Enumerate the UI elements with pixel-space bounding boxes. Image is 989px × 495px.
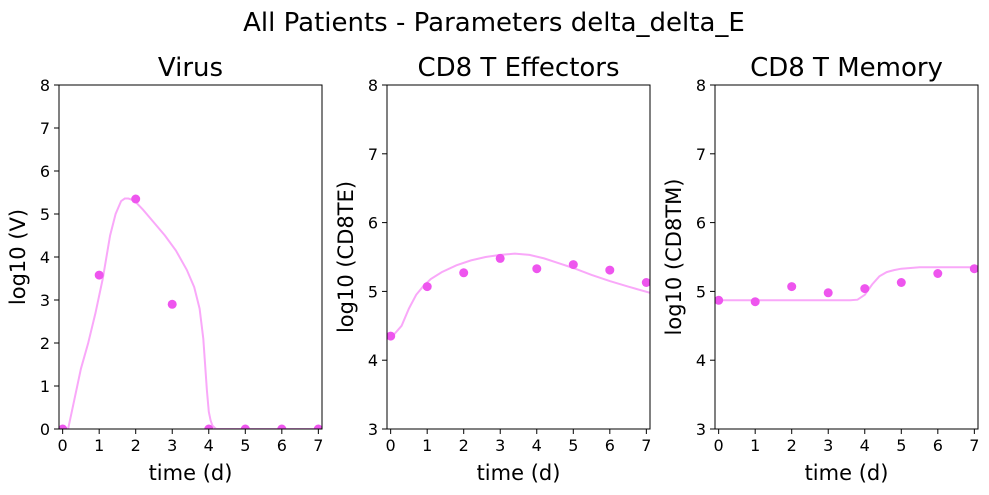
fit-line	[67, 197, 319, 429]
x-tick-label: 2	[459, 436, 469, 455]
y-tick-label: 2	[40, 334, 50, 353]
y-tick-label: 4	[368, 351, 378, 370]
chart-panel-2: 0 1 2 3 4 5 6 7 3 4 5 6 7 8 CD8 T Effectors time (d) log…	[334, 53, 651, 485]
y-tick-label: 1	[40, 377, 50, 396]
panel-title: CD8 T Effectors	[417, 53, 619, 83]
x-tick-label: 0	[386, 436, 396, 455]
fit-line	[715, 266, 978, 302]
fit-line	[387, 252, 650, 338]
x-tick-label: 7	[969, 436, 979, 455]
y-tick-label: 3	[368, 420, 378, 439]
y-tick-label: 6	[696, 214, 706, 233]
data-point	[240, 424, 250, 429]
y-tick-label: 4	[696, 351, 706, 370]
y-tick-label: 6	[40, 162, 50, 181]
x-tick-label: 1	[94, 436, 104, 455]
y-tick-label: 7	[696, 145, 706, 164]
data-point	[969, 264, 978, 274]
data-point	[277, 424, 287, 429]
data-point	[131, 194, 141, 204]
y-tick-label: 7	[368, 145, 378, 164]
data-point	[532, 264, 542, 274]
y-axis-label: log10 (CD8TM)	[662, 179, 686, 336]
y-tick-label: 4	[40, 248, 50, 267]
x-tick-label: 6	[605, 436, 615, 455]
data-point	[59, 424, 68, 429]
x-tick-label: 7	[641, 436, 651, 455]
data-points	[59, 194, 322, 429]
data-points	[715, 264, 978, 307]
x-tick-label: 6	[277, 436, 287, 455]
x-tick-label: 5	[896, 436, 906, 455]
x-axis-label: time (d)	[477, 461, 561, 485]
x-tick-label: 1	[422, 436, 432, 455]
x-axis-label: time (d)	[805, 461, 889, 485]
y-tick-label: 5	[368, 282, 378, 301]
x-tick-label: 0	[58, 436, 68, 455]
data-point	[94, 270, 104, 280]
x-tick-label: 3	[495, 436, 505, 455]
x-tick-label: 1	[750, 436, 760, 455]
x-tick-label: 3	[167, 436, 177, 455]
x-tick-label: 4	[860, 436, 870, 455]
data-point	[313, 424, 322, 429]
axes-frame	[714, 84, 979, 430]
y-tick-label: 5	[696, 282, 706, 301]
chart-panel-3: 0 1 2 3 4 5 6 7 3 4 5 6 7 8 CD8 T Memory time (d) log10 …	[662, 53, 979, 485]
data-point	[422, 282, 432, 292]
x-tick-label: 3	[823, 436, 833, 455]
data-point	[495, 253, 505, 263]
x-tick-label: 2	[131, 436, 141, 455]
x-tick-label: 7	[313, 436, 323, 455]
y-tick-label: 8	[40, 76, 50, 95]
data-point	[715, 295, 724, 305]
y-tick-label: 6	[368, 214, 378, 233]
data-point	[823, 288, 833, 298]
data-point	[933, 269, 943, 278]
data-point	[750, 297, 760, 307]
panel-title: Virus	[158, 53, 223, 83]
y-tick-label: 3	[40, 291, 50, 310]
figure-suptitle: All Patients - Parameters delta_delta_E	[243, 8, 745, 38]
axes-frame	[58, 84, 323, 430]
data-point	[641, 278, 650, 287]
data-point	[167, 299, 177, 309]
panel-title: CD8 T Memory	[750, 53, 943, 83]
data-point	[860, 284, 870, 294]
data-points	[387, 253, 650, 341]
y-axis-label: log10 (V)	[6, 209, 30, 305]
data-point	[787, 282, 797, 292]
x-tick-label: 4	[532, 436, 542, 455]
x-tick-label: 6	[933, 436, 943, 455]
x-axis-label: time (d)	[149, 461, 233, 485]
data-point	[459, 268, 469, 278]
data-point	[204, 424, 214, 429]
axes-frame	[386, 84, 651, 430]
data-point	[605, 265, 615, 275]
y-tick-label: 8	[696, 76, 706, 95]
y-tick-label: 0	[40, 420, 50, 439]
y-axis-label: log10 (CD8TE)	[334, 181, 358, 333]
x-tick-label: 4	[204, 436, 214, 455]
y-tick-label: 8	[368, 76, 378, 95]
x-tick-label: 5	[568, 436, 578, 455]
data-point	[896, 278, 906, 287]
chart-panel-1: 0 1 2 3 4 5 6 7 0 1 2 3 4 5 6 7 8 Virus time (d) log10 (V)	[6, 53, 323, 485]
data-point	[387, 331, 396, 341]
x-tick-label: 0	[714, 436, 724, 455]
x-tick-label: 2	[787, 436, 797, 455]
y-tick-label: 5	[40, 205, 50, 224]
y-tick-label: 7	[40, 119, 50, 138]
data-point	[568, 260, 578, 270]
x-tick-label: 5	[240, 436, 250, 455]
y-tick-label: 3	[696, 420, 706, 439]
